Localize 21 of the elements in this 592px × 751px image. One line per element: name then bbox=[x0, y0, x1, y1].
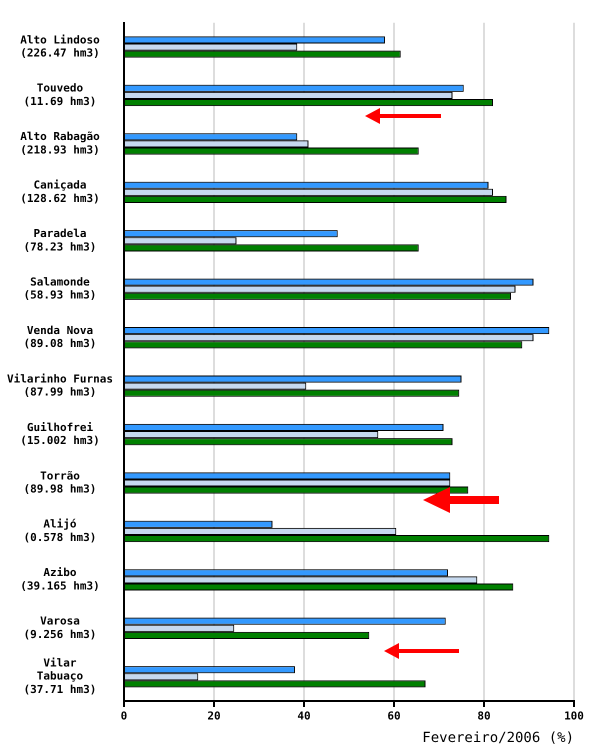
y-tick-label: Alto Lindoso (226.47 hm3) bbox=[20, 33, 100, 60]
y-tick-label: Varosa (9.256 hm3) bbox=[24, 614, 96, 641]
x-tick-label: 40 bbox=[297, 709, 311, 722]
y-tick-label: Vilar Tabuaço (37.71 hm3) bbox=[24, 656, 96, 696]
y-tick-label: Venda Nova (89.08 hm3) bbox=[24, 324, 96, 350]
x-axis-title: Fevereiro/2006 (%) bbox=[422, 730, 574, 746]
x-tick-label: 100 bbox=[564, 709, 584, 722]
x-tick-label: 0 bbox=[120, 709, 128, 722]
y-tick-label: Touvedo (11.69 hm3) bbox=[24, 82, 96, 108]
y-tick-label: Alijó (0.578 hm3) bbox=[24, 518, 96, 544]
x-tick-label: 60 bbox=[387, 709, 401, 722]
y-tick-label: Vilarinho Furnas (87.99 hm3) bbox=[6, 372, 113, 399]
y-tick-label: Guilhofrei (15.002 hm3) bbox=[20, 420, 100, 448]
y-tick-label: Torrão (89.98 hm3) bbox=[24, 469, 96, 496]
y-tick-label: Azibo (39.165 hm3) bbox=[20, 566, 100, 592]
y-tick-label: Caniçada (128.62 hm3) bbox=[20, 178, 100, 205]
x-tick-label: 20 bbox=[207, 709, 221, 722]
y-tick-label: Paradela (78.23 hm3) bbox=[24, 227, 96, 254]
y-tick-label: Alto Rabagão (218.93 hm3) bbox=[20, 130, 100, 156]
y-tick-label: Salamonde (58.93 hm3) bbox=[24, 275, 96, 302]
x-tick-label: 80 bbox=[477, 709, 491, 722]
